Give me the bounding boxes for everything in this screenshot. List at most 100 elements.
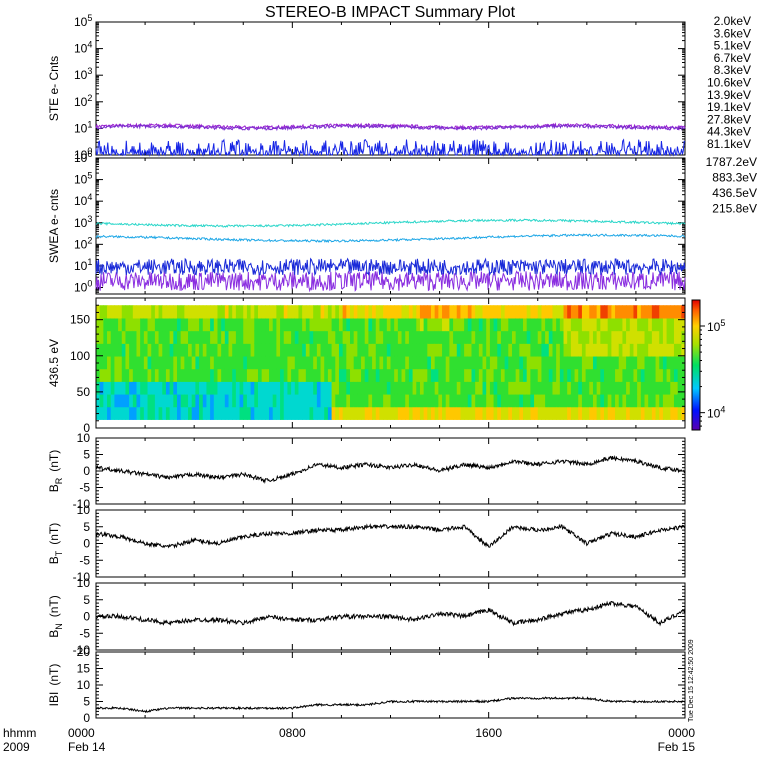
legend-entry: 5.1keV	[714, 39, 751, 53]
spectrogram-cell	[681, 393, 685, 408]
spectrogram-cell	[578, 406, 583, 420]
spectrogram-cell	[107, 406, 112, 420]
spectrogram-cell	[206, 368, 211, 382]
spectrogram-cell	[662, 330, 668, 344]
spectrogram-cell	[456, 368, 462, 382]
spectrogram-cell	[545, 317, 550, 332]
spectrogram-cell	[353, 305, 358, 319]
spectrogram-cell	[592, 393, 598, 408]
spectrogram-cell	[629, 317, 635, 332]
spectrogram-cell	[416, 393, 421, 408]
spectrogram-cell	[604, 355, 609, 370]
spectrogram-cell	[372, 393, 377, 408]
spectrogram-cell	[224, 393, 230, 408]
spectrogram-cell	[526, 317, 531, 332]
timestamp-stamp: Tue Dec 15 12:42:50 2009	[688, 639, 695, 722]
spectrogram-cell	[471, 381, 476, 395]
spectrogram-cell	[298, 355, 303, 370]
spectrogram-cell	[184, 343, 189, 357]
legend-entry: 27.8keV	[707, 112, 751, 126]
spectrogram-cell	[331, 393, 336, 408]
spectrogram-cell	[224, 330, 230, 344]
legend-entry: 436.5eV	[712, 186, 757, 200]
spectrogram-cell	[644, 343, 649, 357]
spectrogram-cell	[114, 368, 119, 382]
spectrogram-cell	[563, 381, 568, 395]
spectrogram-cell	[361, 406, 366, 420]
spectrogram-cell	[103, 368, 108, 382]
legend-entry: 8.3keV	[714, 63, 751, 77]
spectrogram-cell	[618, 305, 624, 319]
spectrogram-cell	[302, 305, 307, 319]
spectrogram-cell	[637, 393, 642, 408]
spectrogram-cell	[386, 406, 392, 420]
spectrogram-cell	[169, 343, 174, 357]
spectrogram-cell	[497, 317, 502, 332]
y-tick-label: 10	[77, 431, 91, 445]
spectrogram-cell	[640, 317, 646, 332]
y-tick-label: -5	[79, 626, 90, 640]
spectrogram-cell	[140, 317, 145, 332]
spectrogram-cell	[578, 330, 583, 344]
spectrogram-cell	[280, 381, 285, 395]
spectrogram-cell	[511, 305, 517, 319]
spectrogram-cell	[143, 343, 149, 357]
spectrogram-cell	[489, 317, 495, 332]
legend-entry: 44.3keV	[707, 125, 751, 139]
spectrogram-cell	[574, 381, 579, 395]
spectrogram-cell	[107, 330, 112, 344]
spectrogram-cell	[489, 406, 495, 420]
spectrogram-cell	[298, 393, 303, 408]
spectrogram-cell	[316, 393, 322, 408]
spectrogram-cell	[386, 368, 392, 382]
spectrogram-cell	[342, 393, 347, 408]
spectrogram-cell	[408, 330, 414, 344]
spectrogram-cell	[316, 355, 322, 370]
spectrogram-cell	[567, 355, 572, 370]
spectrogram-cell	[556, 393, 561, 408]
spectrogram-cell	[316, 368, 322, 382]
spectrogram-cell	[445, 317, 450, 332]
spectrogram-cell	[243, 343, 248, 357]
colorbar-gradient	[691, 299, 701, 431]
spectrogram-cell	[607, 381, 612, 395]
spectrogram-cell	[143, 406, 149, 420]
spectrogram-cell	[206, 343, 211, 357]
spectrogram-cell	[467, 317, 473, 332]
spectrogram-cell	[552, 393, 557, 408]
spectrogram-cell	[346, 305, 351, 319]
spectrogram-cell	[316, 330, 322, 344]
spectrogram-cell	[132, 330, 138, 344]
spectrogram-cell	[176, 355, 182, 370]
spectrogram-cell	[132, 343, 138, 357]
spectrogram-cell	[246, 368, 252, 382]
spectrogram-cell	[626, 393, 631, 408]
spectrogram-cell	[537, 406, 543, 420]
plot-frame	[95, 21, 686, 156]
spectrogram-cell	[103, 393, 108, 408]
spectrogram-cell	[523, 393, 528, 408]
spectrogram-cell	[567, 406, 572, 420]
spectrogram-cell	[600, 368, 605, 382]
spectrogram-cell	[556, 317, 561, 332]
spectrogram-cell	[526, 343, 531, 357]
spectrogram-cell	[324, 406, 329, 420]
y-tick-label: 15	[77, 662, 91, 676]
spectrogram-cell	[283, 368, 289, 382]
spectrogram-cell	[280, 393, 285, 408]
spectrogram-cell	[338, 406, 344, 420]
spectrogram-cell	[180, 393, 185, 408]
spectrogram-cell	[585, 317, 590, 332]
spectrogram-cell	[570, 381, 576, 395]
y-axis-label: IBI (nT)	[47, 664, 61, 707]
spectrogram-cell	[508, 343, 513, 357]
spectrogram-cell	[604, 368, 609, 382]
spectrogram-cell	[210, 355, 215, 370]
spectrogram-cell	[250, 393, 255, 408]
spectrogram-cell	[368, 381, 373, 395]
spectrogram-cell	[246, 317, 252, 332]
spectrogram-cell	[530, 368, 535, 382]
spectrogram-cell	[350, 317, 355, 332]
spectrogram-cell	[353, 343, 358, 357]
